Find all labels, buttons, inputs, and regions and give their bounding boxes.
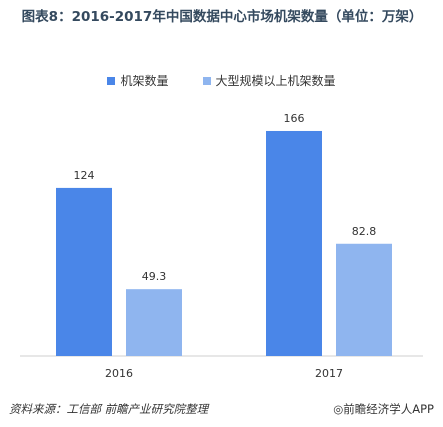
legend-item-large-racks: 大型规模以上机架数量 <box>202 72 336 89</box>
legend-item-racks: 机架数量 <box>107 72 169 89</box>
data-label-2017-series-1: 166 <box>284 112 305 125</box>
data-label-2016-series-2: 49.3 <box>142 270 167 283</box>
legend-swatch-large-racks <box>202 76 211 85</box>
source-note: 资料来源：工信部 前瞻产业研究院整理 <box>9 402 209 416</box>
data-label-2016-series-1: 124 <box>74 169 95 182</box>
bar-2016-series-1 <box>56 187 112 356</box>
legend-swatch-racks <box>107 76 116 85</box>
chart-title: 图表8：2016-2017年中国数据中心市场机架数量（单位：万架） <box>21 9 423 25</box>
chart-legend: 机架数量 大型规模以上机架数量 <box>0 72 443 89</box>
bar-2017-series-1 <box>266 130 322 356</box>
legend-label-racks: 机架数量 <box>120 74 169 88</box>
x-tick-label-2017: 2017 <box>315 367 343 380</box>
bar-2016-series-2 <box>126 289 182 356</box>
brand-mark: ◎前瞻经济学人APP <box>333 402 434 416</box>
x-tick-label-2016: 2016 <box>105 367 133 380</box>
bar-2017-series-2 <box>336 243 392 356</box>
legend-label-large-racks: 大型规模以上机架数量 <box>215 74 336 88</box>
data-label-2017-series-2: 82.8 <box>352 225 377 238</box>
